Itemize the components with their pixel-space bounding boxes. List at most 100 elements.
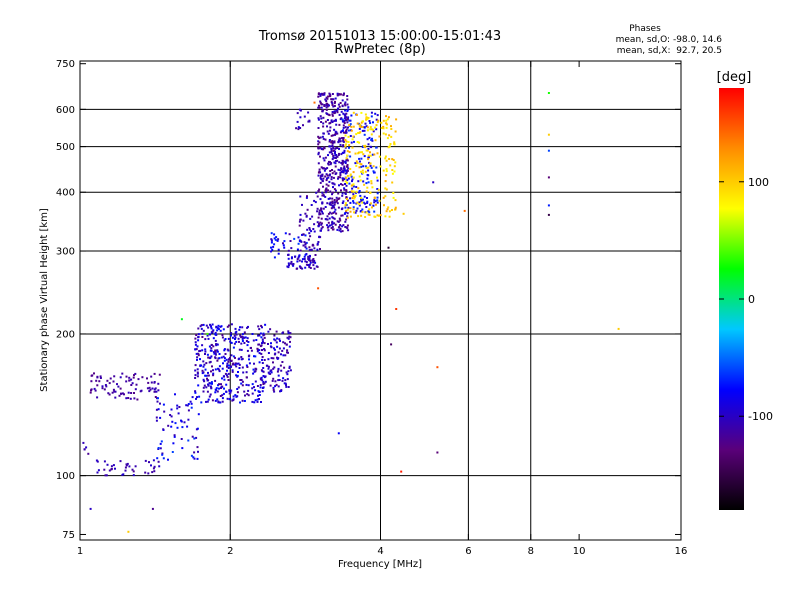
echo-point [366,202,369,204]
echo-point [277,368,280,371]
echo-point [256,350,259,353]
echo-point [177,412,180,415]
echo-point [338,93,341,96]
echo-point [322,137,325,140]
echo-point [234,363,237,366]
echo-point [258,394,261,396]
echo-point [391,181,394,184]
echo-point [333,102,336,105]
echo-point [309,267,312,269]
echo-point [360,199,363,202]
echo-point [352,111,355,114]
echo-point [303,255,306,258]
echo-point [346,198,348,200]
echo-point [331,222,334,225]
echo-point [239,401,241,404]
echo-point [319,146,322,149]
echo-point [318,236,321,239]
echo-point [312,258,315,260]
echo-point [385,122,388,125]
echo-point [370,180,373,183]
echo-point [242,371,245,374]
echo-point [104,474,107,477]
echo-point [312,228,315,230]
echo-point [262,375,265,377]
echo-point [394,208,397,211]
echo-point [183,421,186,424]
echo-point [327,184,330,187]
echo-point [345,204,348,206]
echo-point [238,357,241,360]
echo-point [372,121,374,124]
echo-point [267,352,270,354]
echo-point [392,196,395,199]
echo-point [343,167,346,170]
echo-point [392,159,395,161]
echo-point [247,341,250,343]
echo-point [207,371,209,374]
echo-point [365,118,368,121]
echo-point [276,370,279,373]
echo-point [345,196,348,199]
echo-point [400,470,403,473]
echo-point [330,223,333,226]
echo-point [301,203,303,206]
echo-point [319,198,322,201]
echo-point [356,162,359,165]
echo-point [214,388,217,391]
echo-point [344,115,347,118]
echo-point [362,171,365,174]
echo-point [374,112,377,115]
echo-point [344,146,347,149]
echo-point [365,211,368,214]
echo-point [330,98,333,101]
echo-point [370,115,373,118]
echo-point [319,181,322,184]
echo-point [99,375,102,378]
echo-point [214,399,217,402]
echo-point [130,392,133,394]
echo-point [301,258,304,261]
echo-point [302,219,305,222]
echo-point [215,343,218,346]
echo-point [322,122,325,125]
echo-point [330,141,333,144]
echo-point [220,383,222,386]
echo-point [325,108,328,111]
echo-point [328,122,331,125]
echo-point [225,390,228,393]
echo-point [385,159,388,162]
echo-point [346,159,349,162]
echo-point [197,413,200,416]
echo-point [241,380,244,383]
echo-point [369,202,372,205]
echo-point [241,399,244,402]
echo-point [317,143,320,146]
echo-point [272,357,275,360]
echo-point [240,348,243,351]
echo-point [366,129,369,132]
echo-point [276,356,278,359]
echo-point [273,348,276,351]
echo-point [377,214,380,217]
echo-point [370,146,373,149]
echo-point [342,137,345,139]
echo-point [361,169,364,172]
echo-point [318,137,321,140]
echo-point [207,383,209,386]
echo-point [313,199,316,202]
echo-point [192,456,195,459]
echo-point [386,208,389,211]
echo-point [205,374,208,377]
echo-point [323,169,326,172]
echo-point [360,170,363,173]
echo-point [364,202,367,205]
echo-point [316,265,319,268]
echo-point [223,348,226,351]
echo-point [101,385,104,388]
echo-point [263,342,266,345]
echo-point [238,340,240,343]
echo-point [376,196,379,199]
echo-point [120,392,123,395]
echo-point [373,153,376,156]
